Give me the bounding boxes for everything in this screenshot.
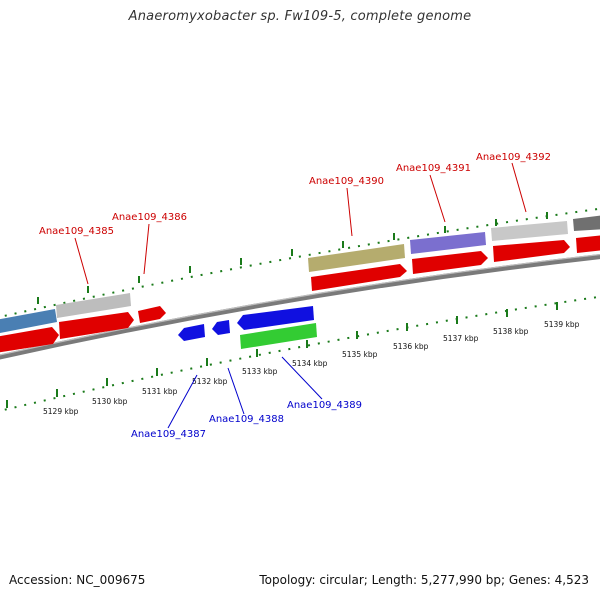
kbp-label-5130: 5130 kbp: [92, 397, 128, 406]
forward-tick-track: [0, 207, 600, 318]
genome-summary-text: Topology: circular; Length: 5,277,990 bp…: [259, 573, 589, 587]
kbp-label-5133: 5133 kbp: [242, 367, 278, 376]
gene-label-4390[interactable]: Anae109_4390: [309, 176, 384, 187]
kbp-label-5136: 5136 kbp: [393, 342, 429, 351]
cds-arrow-red-1[interactable]: [0, 327, 59, 353]
gene-block-green[interactable]: [240, 323, 317, 349]
gene-block-darkgray[interactable]: [573, 215, 600, 231]
gene-label-4388[interactable]: Anae109_4388: [209, 414, 284, 425]
gene-block-olive[interactable]: [308, 244, 405, 272]
gene-block-steelblue[interactable]: [0, 309, 57, 334]
kbp-label-5129: 5129 kbp: [43, 407, 79, 416]
kbp-label-5139: 5139 kbp: [544, 320, 580, 329]
cds-arrow-red-3[interactable]: [138, 306, 166, 323]
gene-block-purple[interactable]: [410, 232, 486, 254]
genome-backbone-highlight: [0, 253, 600, 356]
kbp-label-5134: 5134 kbp: [292, 359, 328, 368]
cds-arrow-red-5[interactable]: [412, 251, 488, 274]
forward-major-ticks: [37, 212, 548, 304]
gene-label-4389[interactable]: Anae109_4389: [287, 400, 362, 411]
gene-label-4391[interactable]: Anae109_4391: [396, 163, 471, 174]
gene-label-4386[interactable]: Anae109_4386: [112, 212, 187, 223]
reverse-leader-lines: [167, 356, 323, 429]
gene-block-gray-1[interactable]: [56, 293, 131, 318]
gene-block-gray-2[interactable]: [491, 221, 568, 241]
accession-text: Accession: NC_009675: [9, 573, 146, 587]
reverse-tick-track: [0, 295, 600, 412]
cds-arrow-blue-4388[interactable]: [212, 320, 230, 335]
forward-leader-lines: [74, 162, 527, 285]
kbp-label-5135: 5135 kbp: [342, 350, 378, 359]
cds-arrow-red-4[interactable]: [311, 264, 407, 291]
map-title: Anaeromyxobacter sp. Fw109-5, complete g…: [128, 9, 472, 24]
cds-arrow-red-7[interactable]: [576, 235, 600, 253]
gene-label-4392[interactable]: Anae109_4392: [476, 152, 551, 163]
cds-arrow-blue-4389[interactable]: [237, 306, 314, 330]
gene-label-4387[interactable]: Anae109_4387: [131, 429, 206, 440]
cds-arrow-blue-4387[interactable]: [178, 324, 205, 341]
kbp-label-5131: 5131 kbp: [142, 387, 178, 396]
kbp-label-5137: 5137 kbp: [443, 334, 479, 343]
kbp-label-5138: 5138 kbp: [493, 327, 529, 336]
gene-label-4385[interactable]: Anae109_4385: [39, 226, 114, 237]
kbp-label-5132: 5132 kbp: [192, 377, 228, 386]
genome-backbone: [0, 254, 600, 360]
cds-arrow-red-2[interactable]: [59, 312, 134, 339]
reverse-major-ticks: [6, 302, 558, 408]
cds-arrow-red-6[interactable]: [493, 240, 570, 262]
